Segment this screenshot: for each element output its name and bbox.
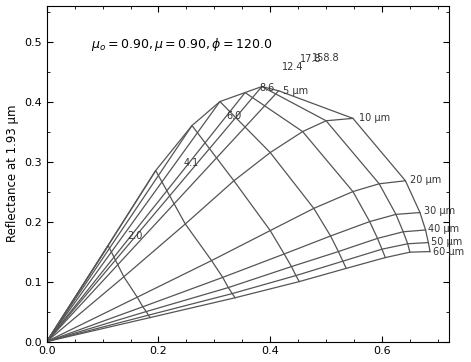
Text: 20 μm: 20 μm xyxy=(410,174,442,185)
Text: 6.0: 6.0 xyxy=(226,111,242,121)
Text: 4.1: 4.1 xyxy=(183,157,198,168)
Text: 2.0: 2.0 xyxy=(127,231,143,241)
Text: $\mu_o = 0.90, \mu = 0.90, \phi = 120.0$: $\mu_o = 0.90, \mu = 0.90, \phi = 120.0$ xyxy=(91,35,273,52)
Y-axis label: Reflectance at 1.93 μm: Reflectance at 1.93 μm xyxy=(6,105,18,242)
Text: 60 μm: 60 μm xyxy=(433,247,464,257)
Text: 17.8: 17.8 xyxy=(300,54,321,64)
Text: 12.4: 12.4 xyxy=(282,62,303,72)
Text: 50 μm: 50 μm xyxy=(431,237,463,247)
Text: 40 μm: 40 μm xyxy=(428,224,460,234)
Text: 158.8: 158.8 xyxy=(312,53,340,63)
Text: 10 μm: 10 μm xyxy=(358,113,390,123)
Text: 5 μm: 5 μm xyxy=(283,86,308,96)
Text: 30 μm: 30 μm xyxy=(424,206,455,216)
Text: 8.6: 8.6 xyxy=(260,83,275,93)
